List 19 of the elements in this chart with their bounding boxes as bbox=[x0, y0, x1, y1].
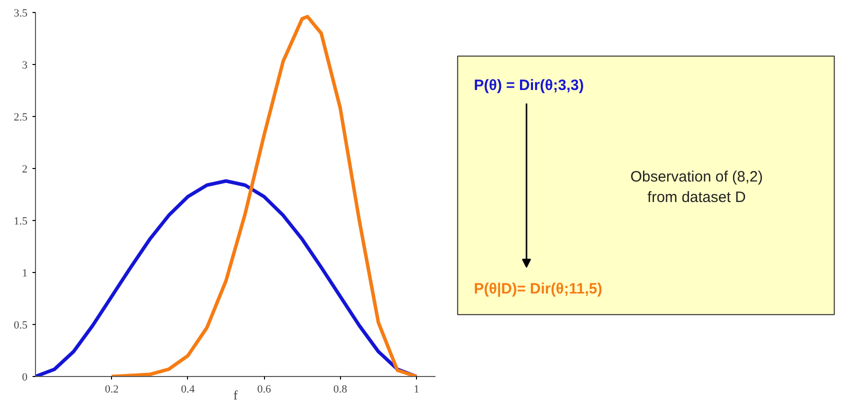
line-series bbox=[110, 14, 418, 376]
y-tick-label: 1 bbox=[22, 268, 28, 280]
x-tick-label: 1 bbox=[414, 384, 420, 396]
text: Observation of (8,2) from dataset D bbox=[630, 168, 763, 206]
x-axis-title: f bbox=[233, 388, 238, 402]
y-tick-label: 2.5 bbox=[14, 112, 28, 124]
y-tick-label: 3 bbox=[22, 60, 28, 72]
line-series bbox=[36, 179, 418, 376]
text: P(θ|D)= Dir(θ;11,5) bbox=[474, 280, 602, 298]
y-tick-label: 0 bbox=[22, 372, 28, 384]
x-tick-label: 0.8 bbox=[333, 384, 348, 396]
y-tick-label: 1.5 bbox=[14, 216, 28, 228]
x-tick-label: 0.2 bbox=[104, 384, 119, 396]
y-tick-label: 3.5 bbox=[14, 8, 28, 20]
y-tick-label: 0.5 bbox=[14, 320, 28, 332]
text: P(θ) = Dir(θ;3,3) bbox=[474, 76, 584, 94]
x-tick-label: 0.4 bbox=[181, 384, 196, 396]
y-tick-label: 2 bbox=[22, 164, 28, 176]
x-tick-label: 0.6 bbox=[257, 384, 272, 396]
